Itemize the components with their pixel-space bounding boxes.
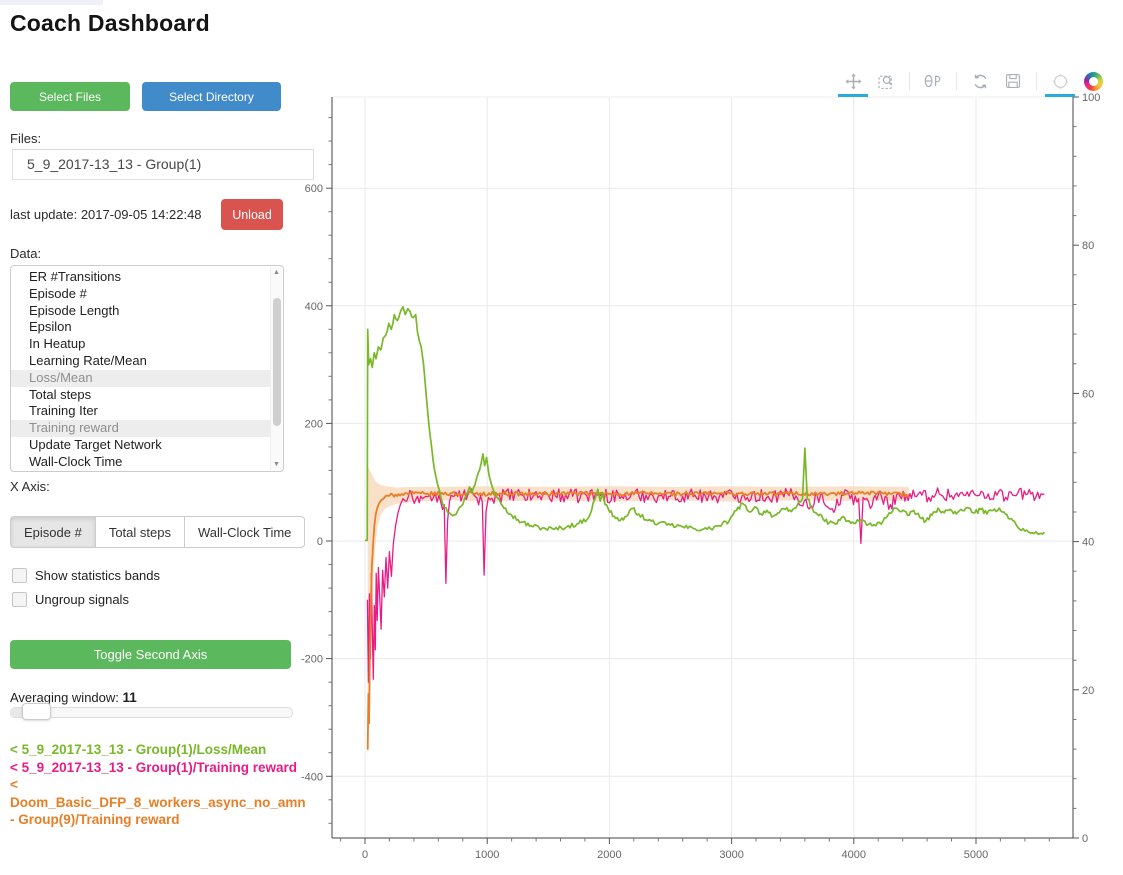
data-list-item[interactable]: In Heatup xyxy=(29,336,86,352)
averaging-window-value: 11 xyxy=(122,690,137,705)
data-list-item[interactable]: Update Target Network xyxy=(29,436,162,452)
legend-entry[interactable]: < 5_9_2017-13_13 - Group(1)/Training rew… xyxy=(10,759,298,775)
select-directory-button[interactable]: Select Directory xyxy=(142,82,281,111)
browser-tab-remnant xyxy=(0,0,103,5)
checkbox-show-statistics-bands[interactable] xyxy=(12,568,27,583)
bokeh-logo-icon xyxy=(1083,71,1103,91)
data-list-scrollbar[interactable]: ▲ ▼ xyxy=(270,267,282,470)
averaging-window-slider[interactable] xyxy=(10,707,293,718)
data-list-item[interactable]: Episode Length xyxy=(29,302,120,318)
svg-text:1000: 1000 xyxy=(475,849,499,861)
save-tool-icon[interactable] xyxy=(1003,69,1023,93)
svg-text:-200: -200 xyxy=(301,654,323,666)
series-line-0 xyxy=(365,306,1046,542)
last-update-text: last update: 2017-09-05 14:22:48 xyxy=(10,207,202,222)
data-list-item[interactable]: Loss/Mean xyxy=(11,369,270,387)
averaging-window-row: Averaging window: 11 xyxy=(10,690,137,705)
svg-text:3000: 3000 xyxy=(719,849,743,861)
data-list-item[interactable]: Learning Rate/Mean xyxy=(29,352,147,368)
svg-text:80: 80 xyxy=(1082,240,1094,252)
svg-text:0: 0 xyxy=(1082,833,1088,845)
svg-text:600: 600 xyxy=(305,183,323,195)
checkbox-label: Show statistics bands xyxy=(35,568,161,583)
x-axis-option-wall-clock-time[interactable]: Wall-Clock Time xyxy=(183,516,306,548)
scrollbar-thumb[interactable] xyxy=(272,298,281,426)
data-list-item[interactable]: Total steps xyxy=(29,386,92,402)
svg-text:400: 400 xyxy=(305,301,323,313)
x-axis-button-group: Episode # Total steps Wall-Clock Time xyxy=(10,516,306,548)
data-list-item[interactable]: Training reward xyxy=(11,420,270,437)
toolbar-separator xyxy=(956,72,957,90)
scroll-up-icon[interactable]: ▲ xyxy=(273,269,280,276)
slider-thumb[interactable] xyxy=(22,703,52,720)
averaging-window-label: Averaging window: xyxy=(10,690,123,705)
x-axis-option-episode-[interactable]: Episode # xyxy=(10,516,96,548)
svg-text:2000: 2000 xyxy=(597,849,621,861)
scroll-down-icon[interactable]: ▼ xyxy=(273,461,280,468)
series-line-2 xyxy=(366,490,910,750)
svg-text:40: 40 xyxy=(1082,537,1094,549)
svg-text:4000: 4000 xyxy=(842,849,866,861)
files-label: Files: xyxy=(10,131,42,146)
pan-tool-icon[interactable] xyxy=(838,69,868,97)
svg-text:-400: -400 xyxy=(301,771,323,783)
checkbox-row: Ungroup signals xyxy=(12,592,160,607)
page-title: Coach Dashboard xyxy=(10,10,210,36)
select-files-button[interactable]: Select Files xyxy=(10,82,130,111)
toolbar-separator xyxy=(1036,72,1037,90)
hover-tool-icon[interactable] xyxy=(1045,69,1075,97)
svg-text:20: 20 xyxy=(1082,685,1094,697)
bokeh-logo-icon[interactable] xyxy=(1083,69,1103,93)
signals-legend: < 5_9_2017-13_13 - Group(1)/Loss/Mean < 5… xyxy=(10,741,306,829)
statistics-band xyxy=(367,465,909,760)
files-select[interactable]: 5_9_2017-13_13 - Group(1) xyxy=(12,149,314,180)
toolbar-separator xyxy=(909,72,910,90)
data-list-item[interactable]: ER #Transitions xyxy=(29,269,121,284)
checkbox-label: Ungroup signals xyxy=(35,592,129,607)
x-axis-label: X Axis: xyxy=(10,479,50,494)
options-checkboxes: Show statistics bands Ungroup signals xyxy=(12,568,160,616)
svg-text:60: 60 xyxy=(1082,388,1094,400)
toggle-second-axis-button[interactable]: Toggle Second Axis xyxy=(10,640,291,669)
data-list-item[interactable]: Epsilon xyxy=(29,319,72,335)
svg-text:0: 0 xyxy=(317,536,323,548)
data-list-item[interactable]: Episode # xyxy=(29,285,87,301)
series-line-1 xyxy=(366,487,1045,683)
svg-text:200: 200 xyxy=(305,418,323,430)
checkbox-ungroup-signals[interactable] xyxy=(12,592,27,607)
svg-text:100: 100 xyxy=(1082,92,1100,104)
data-label: Data: xyxy=(10,246,42,261)
wheel-zoom-tool-icon[interactable] xyxy=(923,69,943,93)
legend-entry[interactable]: < 5_9_2017-13_13 - Group(1)/Loss/Mean xyxy=(10,742,267,757)
legend-entry[interactable]: < Doom_Basic_DFP_8_workers_async_no_amn … xyxy=(10,777,306,827)
unload-button[interactable]: Unload xyxy=(221,199,283,230)
data-list-item[interactable]: Wall-Clock Time xyxy=(29,453,123,469)
svg-text:5000: 5000 xyxy=(964,849,988,861)
reset-tool-icon[interactable] xyxy=(970,69,990,93)
chart-toolbar xyxy=(838,66,1103,97)
svg-text:0: 0 xyxy=(362,849,368,861)
checkbox-row: Show statistics bands xyxy=(12,568,160,583)
data-list[interactable]: ER #Transitions Episode # Episode Length Ep… xyxy=(10,265,284,472)
data-list-item[interactable]: Training Iter xyxy=(29,403,98,419)
box-zoom-tool-icon[interactable] xyxy=(876,69,896,93)
x-axis-option-total-steps[interactable]: Total steps xyxy=(94,516,185,548)
